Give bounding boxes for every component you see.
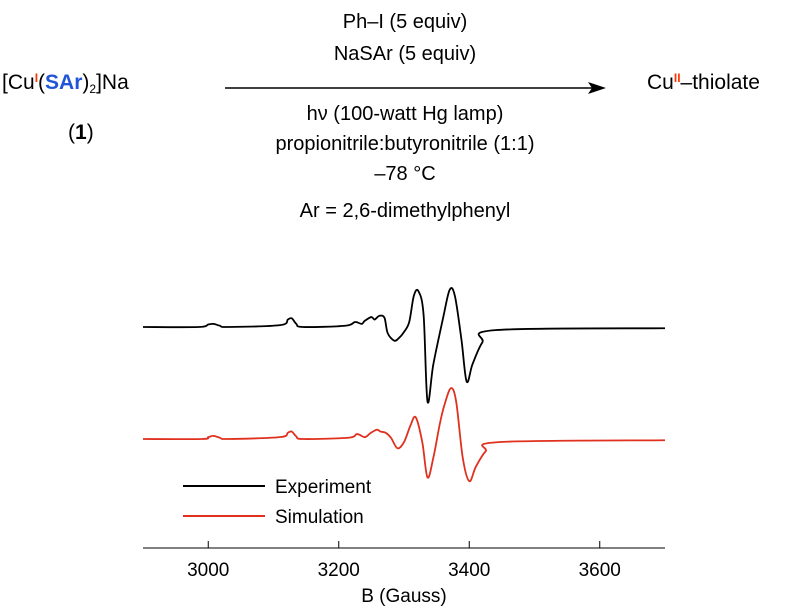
product-cu: Cu xyxy=(647,71,674,94)
condition-above-1: Ph–I (5 equiv) xyxy=(342,11,468,33)
condition-below-2: propionitrile:butyronitrile (1:1) xyxy=(275,133,535,155)
reactant-formula: [CuI(SAr)2]Na xyxy=(2,71,129,96)
reactant-paren-open: ( xyxy=(38,71,46,94)
x-axis-label: B (Gauss) xyxy=(361,586,447,607)
series-experiment-line xyxy=(142,287,666,404)
x-tick-label-3200: 3200 xyxy=(318,560,360,581)
compound-label: (1) xyxy=(68,122,94,143)
reactant-ligand: SAr xyxy=(45,71,83,94)
x-tick-label-3000: 3000 xyxy=(187,560,229,581)
compound-label-number: 1 xyxy=(75,121,87,144)
legend-label-experiment: Experiment xyxy=(275,477,372,498)
reactant-tail: ]Na xyxy=(96,71,129,94)
reactant-oxidation-state: I xyxy=(34,71,39,85)
legend-label-simulation: Simulation xyxy=(275,507,364,528)
condition-above-2: NaSAr (5 equiv) xyxy=(333,43,477,65)
x-tick-label-3600: 3600 xyxy=(579,560,621,581)
reaction-arrow xyxy=(225,82,606,94)
reactant-subscript: 2 xyxy=(89,82,97,96)
condition-below-4: Ar = 2,6-dimethylphenyl xyxy=(299,200,511,222)
product-tail: –thiolate xyxy=(680,71,760,94)
product-formula: CuII–thiolate xyxy=(647,72,760,93)
reactant-paren-close: ) xyxy=(82,71,90,94)
x-tick-label-3400: 3400 xyxy=(448,560,490,581)
compound-label-open: ( xyxy=(68,121,75,144)
condition-below-1: hν (100-watt Hg lamp) xyxy=(306,103,504,125)
compound-label-close: ) xyxy=(86,121,94,144)
series-simulation-line xyxy=(142,387,666,483)
reactant-open: [Cu xyxy=(2,71,35,94)
condition-below-3: –78 °C xyxy=(374,163,436,185)
product-oxidation-state: II xyxy=(673,71,681,85)
